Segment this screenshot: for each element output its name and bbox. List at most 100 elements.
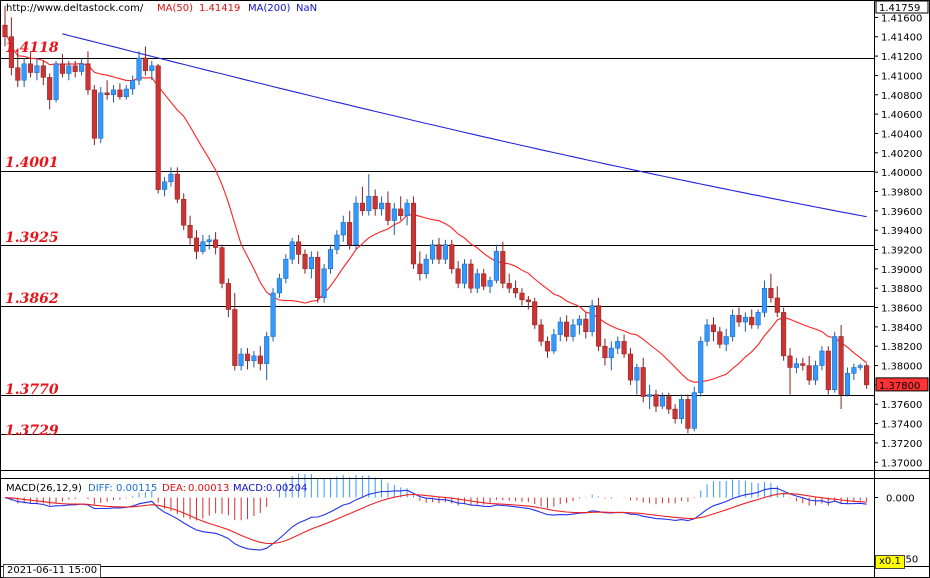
candle-body	[570, 324, 576, 337]
candle-body	[436, 244, 442, 260]
ma50-line	[4, 30, 867, 383]
candle-body	[704, 324, 710, 342]
candle-body	[449, 244, 455, 270]
candle-body	[736, 315, 742, 323]
candle-body	[213, 239, 219, 248]
candle-body	[857, 365, 863, 368]
price-tick-label: 1.38000	[881, 362, 922, 373]
candle-body	[742, 316, 748, 323]
candle-body	[819, 350, 825, 366]
candle-body	[774, 297, 780, 313]
price-tick-label: 1.37200	[881, 439, 922, 450]
candle-body	[781, 312, 787, 357]
candle-body	[257, 355, 263, 364]
candle-body	[15, 67, 21, 81]
candle-body	[659, 396, 665, 407]
price-tick-label: 1.37600	[881, 400, 922, 411]
candle-body	[225, 283, 231, 310]
candle-body	[468, 263, 474, 289]
candle-body	[353, 202, 359, 245]
level-label-6: 1.3729	[5, 423, 59, 439]
candle-body	[481, 273, 487, 287]
candle-body	[813, 365, 819, 381]
candle-body	[806, 365, 812, 381]
scale-button[interactable]: x0.1	[875, 555, 905, 569]
candle-body	[442, 244, 448, 260]
candle-body	[793, 363, 799, 368]
candle-body	[315, 256, 321, 299]
price-tick-label: 1.38800	[881, 284, 922, 295]
candle-body	[181, 198, 187, 226]
candle-body	[91, 89, 97, 139]
price-tick-label: 1.40800	[881, 91, 922, 102]
candle-body	[825, 350, 831, 390]
level-label-1: 1.4118	[5, 40, 59, 56]
candle-body	[187, 225, 193, 239]
candle-body	[474, 273, 480, 289]
source-url[interactable]: http://www.deltastock.com/	[6, 3, 144, 14]
price-tick-label: 1.41200	[881, 52, 922, 63]
macd-diff-value: 0.00115	[116, 483, 158, 494]
candle-body	[372, 196, 378, 210]
candle-body	[136, 57, 142, 81]
price-tick-label: 1.37000	[881, 458, 922, 469]
candle-body	[110, 89, 117, 95]
candle-body	[564, 321, 570, 337]
candle-body	[264, 336, 270, 364]
candle-body	[532, 301, 538, 326]
candle-body	[417, 263, 423, 274]
candle-body	[749, 316, 755, 326]
candle-body	[678, 399, 685, 419]
candle-body	[321, 268, 327, 299]
candle-body	[162, 181, 168, 190]
price-tick-label: 1.41600	[881, 13, 922, 24]
candle-body	[347, 222, 353, 245]
candle-body	[123, 88, 129, 97]
candle-body	[238, 353, 244, 366]
level-label-3: 1.3925	[5, 230, 59, 246]
candle-body	[174, 173, 180, 200]
candle-body	[244, 353, 251, 362]
candle-body	[640, 367, 646, 397]
candle-body	[717, 331, 723, 345]
candle-body	[710, 324, 716, 332]
ma200-value: NaN	[296, 3, 318, 14]
candle-body	[423, 258, 429, 274]
price-tick-label: 1.38400	[881, 323, 922, 334]
price-tick-label: 1.41000	[881, 71, 922, 82]
candle-body	[385, 202, 391, 221]
price-tick-label: 1.40000	[881, 168, 922, 179]
candle-body	[296, 241, 302, 255]
candle-body	[627, 353, 634, 381]
candle-body	[8, 36, 14, 68]
candle-body	[519, 292, 525, 301]
candle-body	[398, 208, 404, 216]
candle-body	[308, 256, 314, 270]
macd-dea-value: 0.00013	[188, 483, 230, 494]
candle-body	[672, 408, 678, 420]
candle-body	[461, 263, 468, 284]
candle-body	[787, 355, 793, 368]
candle-body	[2, 24, 8, 37]
candle-body	[85, 63, 91, 91]
candle-body	[838, 336, 844, 395]
candle-body	[832, 336, 838, 390]
candle-body	[276, 278, 282, 294]
candle-body	[653, 394, 659, 407]
level-label-5: 1.3770	[5, 382, 59, 398]
candle-body	[596, 305, 602, 347]
candle-body	[72, 65, 78, 72]
price-tick-label: 1.38600	[881, 304, 922, 315]
price-tick-label: 1.39400	[881, 226, 922, 237]
candle-body	[53, 63, 59, 100]
macd-dea-label: DEA:	[162, 483, 187, 494]
candle-body	[200, 241, 206, 252]
macd-title: MACD(26,12,9)	[6, 483, 82, 494]
candle-body	[685, 399, 691, 429]
level-label-4: 1.3862	[5, 291, 59, 307]
candle-body	[844, 373, 851, 395]
candle-body	[98, 92, 104, 139]
candle-body	[621, 341, 627, 355]
candle-body	[525, 299, 531, 302]
